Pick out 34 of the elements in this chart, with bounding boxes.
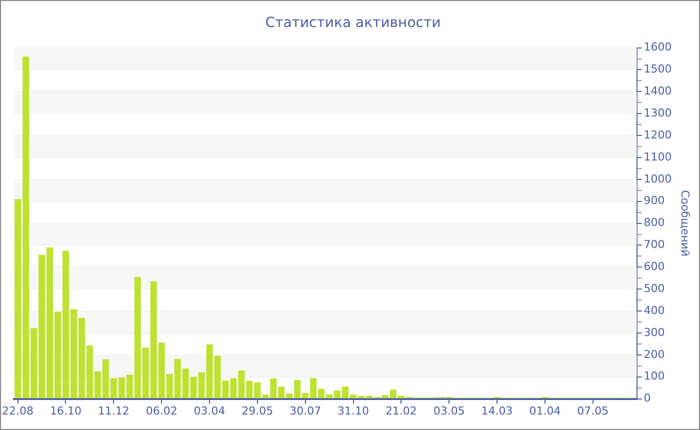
y-tick-label: 300 [644, 326, 665, 339]
y-tick-label: 1400 [644, 84, 672, 98]
x-tick-label: 11.12 [98, 404, 130, 418]
x-tick-label: 30.07 [290, 404, 322, 418]
y-tick-label: 1100 [644, 150, 672, 164]
chart-title: Статистика активности [265, 15, 441, 32]
y-tick-label: 1000 [644, 172, 672, 186]
y-tick-label: 900 [644, 194, 665, 208]
y-tick-label: 500 [644, 282, 665, 295]
y-tick-label: 700 [644, 238, 665, 252]
y-tick-label: 800 [644, 216, 665, 230]
x-tick-label: 22.08 [2, 404, 34, 418]
x-tick-label: 07.05 [577, 404, 609, 418]
y-tick-label: 600 [644, 260, 665, 274]
y-axis-title: Сообщений [678, 190, 692, 257]
x-tick-label: 29.05 [242, 404, 274, 418]
y-tick-label: 400 [644, 304, 665, 317]
y-tick-label: 1500 [644, 62, 672, 76]
bar [198, 372, 205, 398]
x-tick-label: 31.10 [338, 404, 370, 418]
y-tick-label: 0 [644, 392, 651, 405]
x-tick-label: 06.02 [146, 404, 178, 418]
x-tick-label: 03.05 [433, 404, 465, 418]
x-tick-label: 01.04 [529, 404, 561, 418]
y-tick-label: 1300 [644, 106, 672, 120]
y-tick-label: 100 [644, 370, 665, 383]
y-tick-label: 1200 [644, 128, 672, 142]
bar [206, 344, 213, 398]
y-tick-label: 200 [644, 348, 665, 361]
y-tick-label: 1600 [644, 40, 672, 54]
x-tick-label: 03.04 [194, 404, 226, 418]
x-tick-label: 21.02 [385, 404, 417, 418]
x-tick-label: 16.10 [50, 404, 82, 418]
x-tick-label: 14.03 [481, 404, 513, 418]
